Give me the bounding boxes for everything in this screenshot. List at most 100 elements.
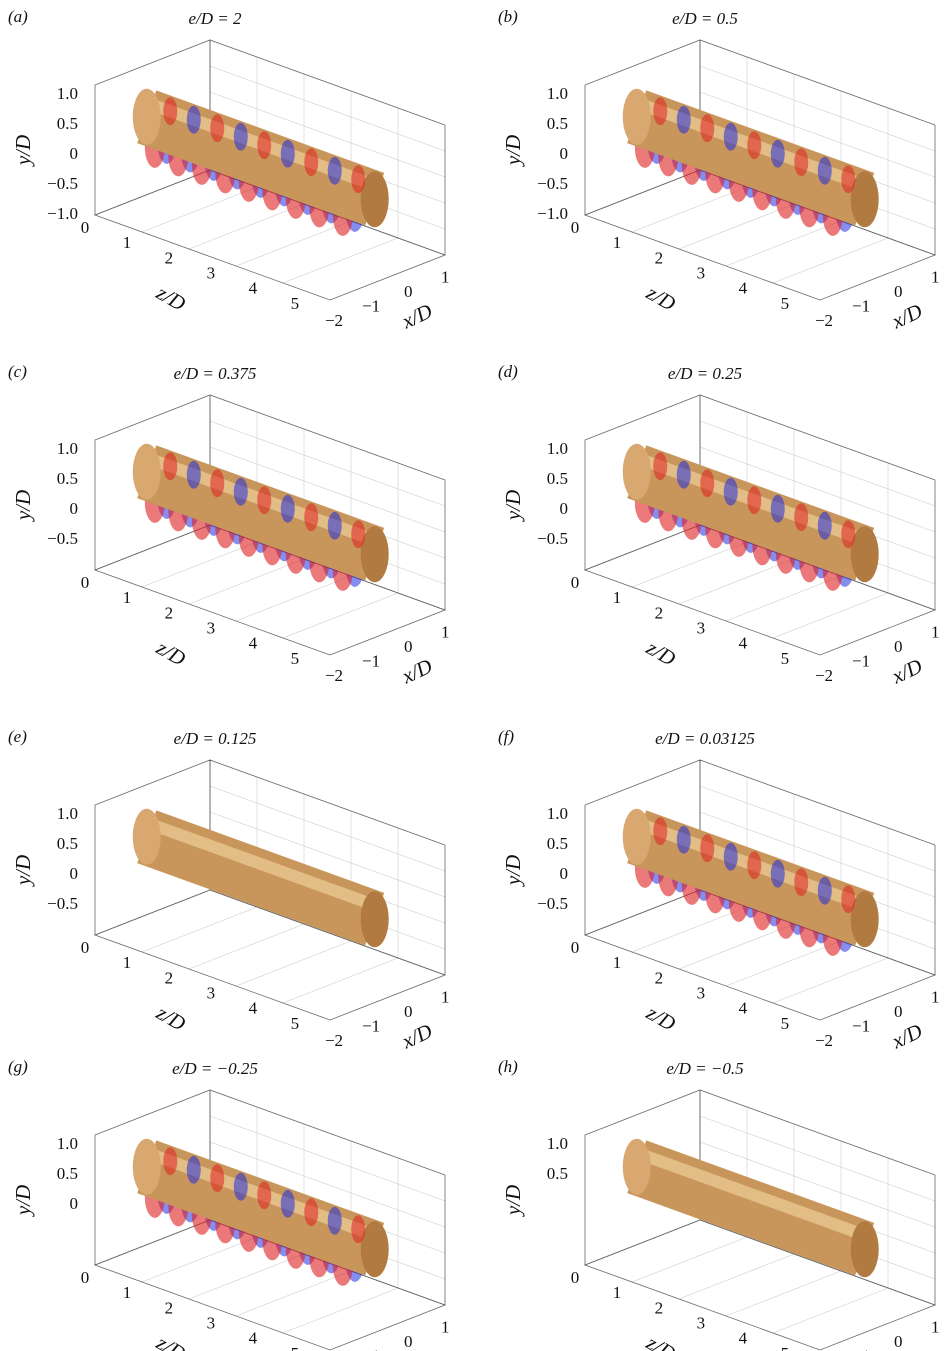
grid-line — [188, 203, 305, 250]
x-tick-label: 1 — [441, 987, 450, 1006]
y-tick-label: 0.5 — [547, 834, 568, 853]
z-tick-label: 1 — [613, 233, 622, 252]
z-tick-label: 3 — [207, 983, 216, 1002]
y-tick-label: −0.5 — [537, 174, 568, 193]
y-tick-label: 0.5 — [57, 834, 78, 853]
vortex — [676, 460, 691, 489]
y-tick-label: 0 — [560, 864, 569, 883]
x-axis-label: x/D — [887, 299, 926, 334]
y-tick-label: 0 — [70, 864, 79, 883]
panel-label: (h) — [498, 1057, 518, 1076]
y-axis-label: y/D — [11, 855, 35, 887]
y-tick-label: 0 — [560, 144, 569, 163]
vortex — [304, 148, 319, 177]
panel-label: (g) — [8, 1057, 28, 1076]
x-axis-label: x/D — [887, 654, 926, 689]
cylinder-end — [850, 1221, 879, 1278]
z-tick-label: 3 — [697, 983, 706, 1002]
x-tick-label: −1 — [362, 651, 380, 670]
vortex — [653, 817, 668, 846]
grid-line — [209, 65, 446, 152]
y-tick-label: 0 — [70, 144, 79, 163]
grid-line — [699, 65, 936, 152]
x-tick-label: −1 — [362, 296, 380, 315]
x-tick-label: 0 — [894, 1002, 903, 1021]
cylinder — [137, 1140, 385, 1276]
grid-line — [209, 811, 446, 898]
z-tick-label: 2 — [165, 248, 174, 267]
y-tick-label: −0.5 — [47, 174, 78, 193]
y-tick-label: 1.0 — [57, 804, 78, 823]
grid-line — [699, 1141, 936, 1228]
z-tick-label: 0 — [81, 938, 90, 957]
grid-line — [209, 1115, 446, 1202]
x-tick-label: −2 — [815, 311, 833, 330]
grid-line — [725, 1270, 842, 1317]
vortex — [747, 131, 762, 160]
cylinder — [137, 810, 385, 946]
panel-title: e/D = 0.25 — [668, 364, 742, 383]
grid-line — [772, 957, 889, 1004]
grid-line — [188, 923, 305, 970]
cylinder-start — [132, 1138, 161, 1195]
grid-line — [141, 906, 258, 953]
vortex — [210, 114, 225, 143]
y-tick-label: −1.0 — [537, 204, 568, 223]
y-tick-label: −0.5 — [47, 894, 78, 913]
z-axis-label: z/D — [642, 635, 680, 671]
x-tick-label: 0 — [404, 1332, 413, 1351]
vortex — [794, 503, 809, 532]
y-tick-label: 1.0 — [57, 439, 78, 458]
x-tick-label: 1 — [931, 1317, 940, 1336]
grid-line — [699, 785, 936, 872]
grid-line — [141, 1236, 258, 1283]
x-tick-label: 1 — [931, 622, 940, 641]
grid-line — [282, 592, 399, 639]
z-tick-label: 2 — [165, 603, 174, 622]
grid-line — [678, 203, 795, 250]
cylinder-end — [360, 1221, 389, 1278]
grid-line — [188, 1253, 305, 1300]
x-tick-label: −1 — [362, 1016, 380, 1035]
panel-title: e/D = −0.25 — [172, 1059, 258, 1078]
vortex — [770, 859, 785, 888]
z-tick-label: 1 — [613, 953, 622, 972]
vortex — [723, 842, 738, 871]
z-tick-label: 5 — [781, 649, 790, 668]
grid-line — [631, 186, 748, 233]
vortex — [257, 131, 272, 160]
x-tick-label: 0 — [894, 637, 903, 656]
z-tick-label: 2 — [655, 1298, 664, 1317]
cylinder — [627, 1140, 875, 1276]
y-axis-label: y/D — [501, 1185, 525, 1217]
vortex — [233, 1172, 248, 1201]
cylinder-end — [360, 891, 389, 948]
z-tick-label: 3 — [697, 1313, 706, 1332]
vortex — [327, 1206, 342, 1235]
cylinder — [627, 810, 875, 946]
vortex — [351, 1215, 366, 1244]
panel: (a) e/D = 21.00.50−0.5−1.0012345−2−101y/D… — [8, 7, 450, 334]
vortex — [304, 503, 319, 532]
x-tick-label: −1 — [852, 1016, 870, 1035]
panel: (b) e/D = 0.51.00.50−0.5−1.0012345−2−101y… — [498, 7, 940, 334]
grid-line — [699, 1115, 936, 1202]
vortex — [700, 834, 715, 863]
cylinder-start — [132, 88, 161, 145]
x-axis-label: x/D — [397, 299, 436, 334]
cylinder-end — [360, 171, 389, 228]
cylinder-start — [132, 443, 161, 500]
z-tick-label: 0 — [571, 573, 580, 592]
z-tick-label: 2 — [655, 968, 664, 987]
z-tick-label: 4 — [739, 999, 748, 1018]
y-axis-label: y/D — [11, 1185, 35, 1217]
panel-label: (a) — [8, 7, 28, 26]
x-tick-label: 1 — [931, 267, 940, 286]
x-tick-label: −2 — [325, 1031, 343, 1050]
x-tick-label: −2 — [325, 666, 343, 685]
vortex — [351, 520, 366, 549]
z-tick-label: 3 — [697, 263, 706, 282]
z-tick-label: 1 — [613, 1283, 622, 1302]
y-tick-label: 0 — [70, 499, 79, 518]
